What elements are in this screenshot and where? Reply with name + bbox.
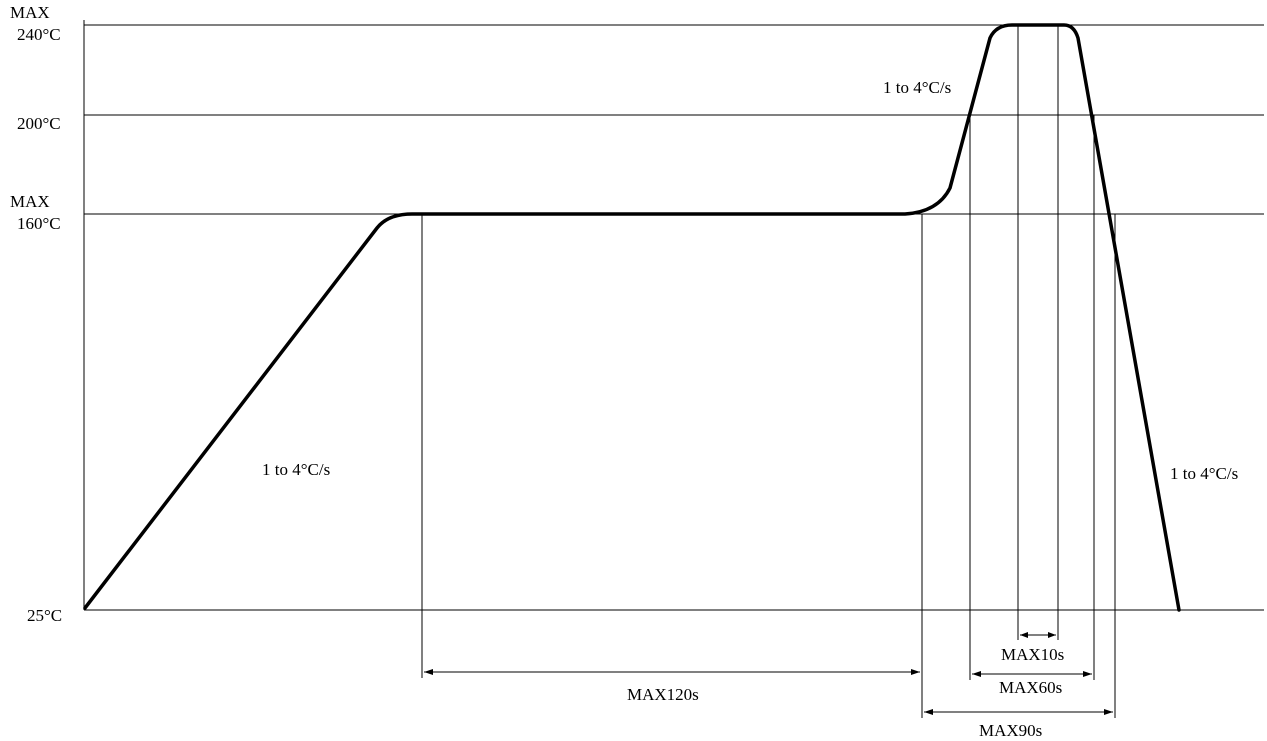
temperature-profile-curve [83, 23, 1181, 612]
y-label-max-240-line2: 240°C [17, 25, 61, 44]
duration-label-max90s: MAX90s [979, 721, 1042, 740]
y-label-max-240-line1: MAX [10, 3, 50, 22]
arrow-max90s [924, 709, 1113, 715]
duration-label-max120s: MAX120s [627, 685, 699, 704]
y-label-25: 25°C [27, 606, 62, 625]
arrow-max60s [972, 671, 1092, 677]
y-label-max-160-line2: 160°C [17, 214, 61, 233]
rate-label-cool-down: 1 to 4°C/s [1170, 464, 1238, 483]
arrow-max120s [424, 669, 920, 675]
y-label-max-160-line1: MAX [10, 192, 50, 211]
y-label-200: 200°C [17, 114, 61, 133]
arrow-max10s [1020, 632, 1056, 638]
rate-label-reflow: 1 to 4°C/s [883, 78, 951, 97]
duration-label-max10s: MAX10s [1001, 645, 1064, 664]
duration-label-max60s: MAX60s [999, 678, 1062, 697]
rate-label-ramp-up: 1 to 4°C/s [262, 460, 330, 479]
